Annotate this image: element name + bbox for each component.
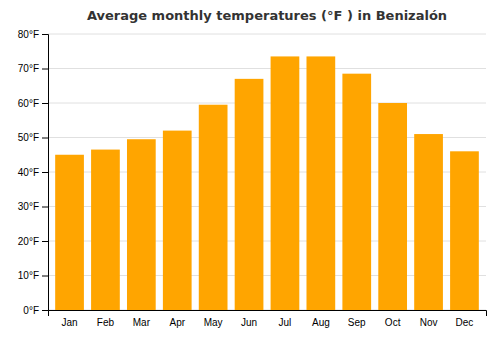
axis-line: [42, 35, 49, 311]
x-tick: Feb: [97, 317, 115, 328]
y-tick: 60°F: [18, 98, 48, 109]
bar: [271, 56, 300, 310]
bar: [450, 151, 479, 310]
x-tick: Dec: [456, 317, 474, 328]
y-tick-mark: [42, 172, 48, 173]
x-tick: Jun: [241, 317, 257, 328]
x-tick-label: Jan: [61, 317, 77, 328]
bar: [55, 155, 84, 310]
x-tick: Apr: [169, 317, 185, 328]
y-tick-mark: [42, 207, 48, 208]
x-tick: Sep: [348, 317, 366, 328]
x-tick: Oct: [385, 317, 401, 328]
x-tick-label: Oct: [385, 317, 401, 328]
x-tick: Nov: [420, 317, 438, 328]
y-tick-mark: [42, 241, 48, 242]
grid-line: [48, 34, 486, 35]
grid: [48, 34, 486, 310]
y-tick: 70°F: [18, 63, 48, 74]
y-tick-mark: [42, 69, 48, 70]
y-tick-label: 20°F: [18, 236, 39, 247]
bar: [414, 134, 443, 310]
x-tick-label: Dec: [456, 317, 474, 328]
x-tick: May: [204, 317, 223, 328]
y-tick-mark: [42, 103, 48, 104]
bars: [55, 56, 479, 310]
y-tick-label: 80°F: [18, 29, 39, 40]
y-axis: 0°F 10°F 20°F 30°F 40°F 50°F 60°F 70°F 80°F: [18, 29, 49, 316]
x-tick-label: Jul: [279, 317, 292, 328]
bar: [235, 79, 264, 310]
bar: [163, 131, 192, 310]
axis-line: [49, 311, 487, 317]
bar: [91, 150, 120, 310]
y-tick: 80°F: [18, 29, 48, 40]
y-tick: 0°F: [23, 305, 48, 316]
chart: Jan Feb Mar Apr May Jun Jul Aug Sep Oct Nov Dec 0°F 1…: [0, 0, 500, 350]
y-tick-label: 30°F: [18, 201, 39, 212]
bar: [199, 105, 228, 310]
x-tick-label: Sep: [348, 317, 366, 328]
y-tick-mark: [42, 34, 48, 35]
x-tick-label: Jun: [241, 317, 257, 328]
title: Average monthly temperatures (°F ) in Be…: [87, 8, 447, 23]
y-tick-label: 10°F: [18, 270, 39, 281]
x-axis: Jan Feb Mar Apr May Jun Jul Aug Sep Oct Nov Dec: [49, 311, 487, 329]
y-tick: 50°F: [18, 132, 48, 143]
x-tick: Aug: [312, 317, 330, 328]
y-tick-mark: [42, 138, 48, 139]
y-tick-label: 0°F: [23, 305, 39, 316]
y-tick-label: 50°F: [18, 132, 39, 143]
x-tick-label: Aug: [312, 317, 330, 328]
x-tick: Mar: [133, 317, 151, 328]
y-tick: 30°F: [18, 201, 48, 212]
bar: [127, 139, 156, 310]
y-tick: 40°F: [18, 167, 48, 178]
y-tick-mark: [42, 276, 48, 277]
x-tick-label: Apr: [169, 317, 185, 328]
x-tick: Jan: [61, 317, 77, 328]
grid-line: [48, 103, 486, 104]
y-tick-label: 60°F: [18, 98, 39, 109]
y-tick-label: 40°F: [18, 167, 39, 178]
x-tick-label: May: [204, 317, 223, 328]
grid-line: [48, 68, 486, 69]
bar: [342, 74, 371, 310]
x-tick-label: Nov: [420, 317, 438, 328]
y-tick-mark: [42, 310, 48, 311]
x-tick-label: Feb: [97, 317, 115, 328]
plot: Jan Feb Mar Apr May Jun Jul Aug Sep Oct Nov Dec 0°F 1…: [18, 29, 487, 328]
y-tick: 20°F: [18, 236, 48, 247]
bar: [306, 56, 335, 310]
x-tick: Jul: [279, 317, 292, 328]
bar: [378, 103, 407, 310]
y-tick: 10°F: [18, 270, 48, 281]
y-tick-label: 70°F: [18, 63, 39, 74]
x-tick-label: Mar: [133, 317, 151, 328]
